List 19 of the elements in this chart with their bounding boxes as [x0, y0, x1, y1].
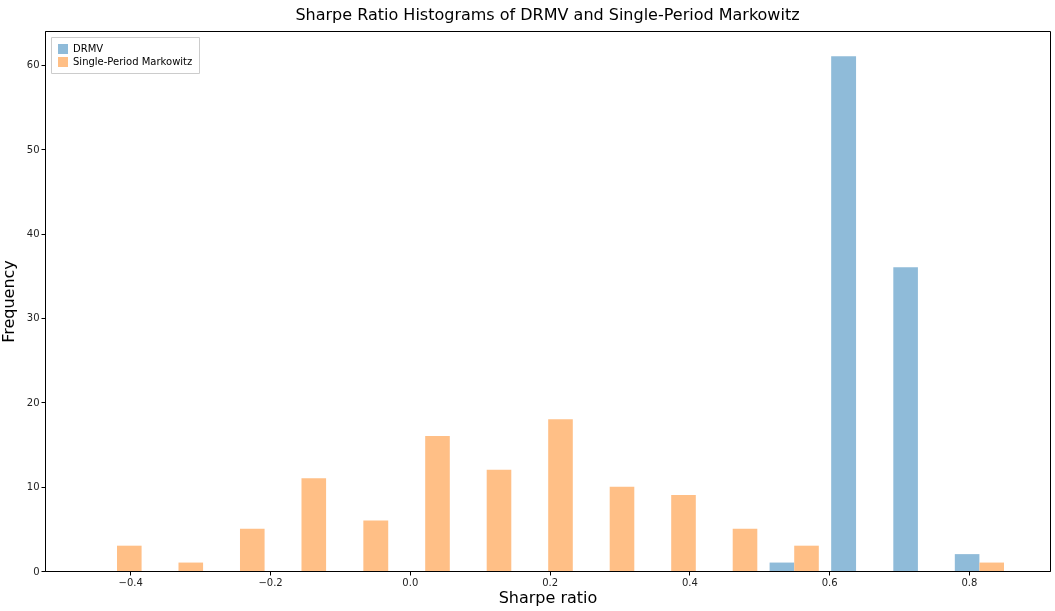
y-tick-label: 60 — [26, 59, 40, 71]
y-tick-label: 30 — [26, 312, 40, 324]
y-tick-label: 10 — [26, 481, 40, 493]
y-tick-label: 50 — [26, 143, 40, 155]
x-tick-label: 0.4 — [681, 576, 698, 588]
y-tick-label: 20 — [26, 396, 40, 408]
x-axis-title: Sharpe ratio — [498, 587, 598, 607]
x-tick-label: 0.2 — [542, 576, 559, 588]
x-tick-label: −0.2 — [258, 576, 283, 588]
x-tick-label: 0.0 — [402, 576, 419, 588]
legend-label: DRMV — [73, 43, 104, 54]
x-tick-label: −0.4 — [118, 576, 143, 588]
x-tick-label: 0.6 — [821, 576, 838, 588]
chart-title: Sharpe Ratio Histograms of DRMV and Single-Period Markowitz — [295, 5, 800, 24]
legend-label: Single-Period Markowitz — [73, 56, 193, 67]
y-tick-label: 0 — [33, 565, 40, 577]
y-tick-label: 40 — [26, 228, 40, 239]
x-tick-label: 0.8 — [961, 576, 978, 588]
y-axis-title: Frequency — [0, 260, 18, 343]
